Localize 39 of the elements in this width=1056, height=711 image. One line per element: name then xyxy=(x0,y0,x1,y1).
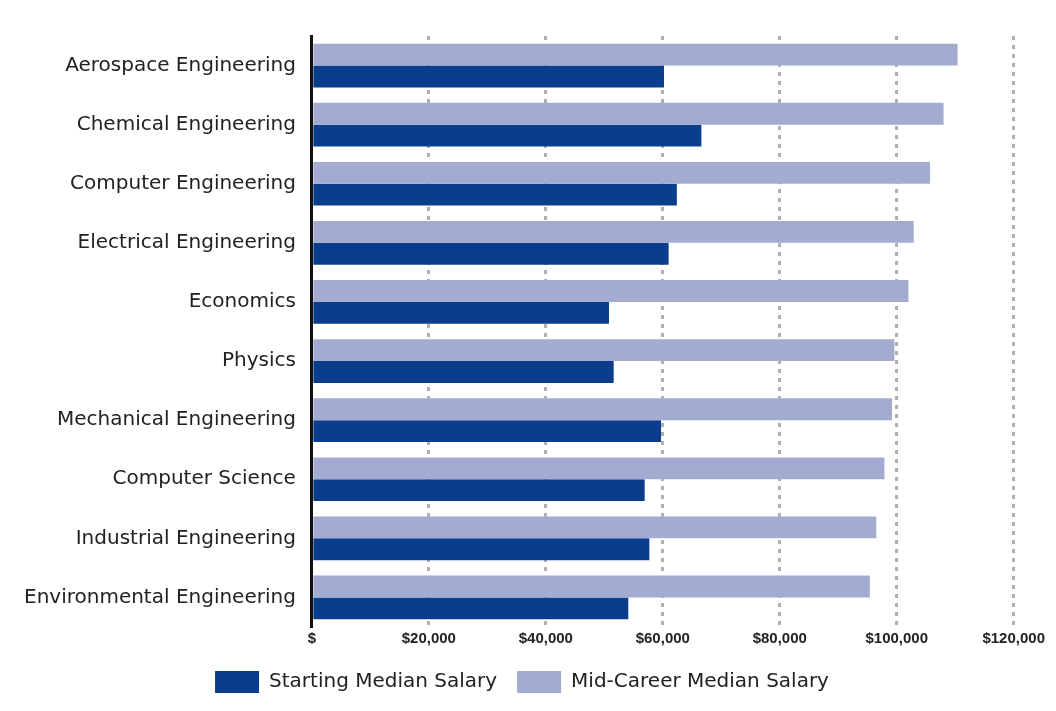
bar xyxy=(313,516,877,539)
y-tick-label: Economics xyxy=(188,288,296,313)
bar xyxy=(313,398,893,421)
bar xyxy=(313,457,885,480)
bar xyxy=(313,183,677,206)
bar xyxy=(313,242,669,265)
bar xyxy=(313,220,914,243)
bar xyxy=(313,420,662,443)
x-tick-label: $40,000 xyxy=(518,629,573,647)
bar xyxy=(313,102,944,125)
x-tick-label: $100,000 xyxy=(865,629,929,647)
bar xyxy=(313,597,629,620)
y-tick-label: Computer Science xyxy=(112,465,296,490)
bar xyxy=(313,339,895,362)
bar xyxy=(313,575,870,598)
y-tick-label: Environmental Engineering xyxy=(24,583,296,608)
bar xyxy=(313,361,614,383)
bar xyxy=(313,124,702,147)
bar xyxy=(313,301,609,324)
x-tick-label: $60,000 xyxy=(635,629,690,647)
x-tick-label: $20,000 xyxy=(401,629,456,647)
y-tick-label: Physics xyxy=(221,347,296,372)
y-tick-label: Industrial Engineering xyxy=(75,524,296,549)
bar xyxy=(313,280,909,302)
y-tick-label: Chemical Engineering xyxy=(76,110,296,135)
bar xyxy=(313,479,645,502)
bar xyxy=(313,43,958,66)
bar xyxy=(313,161,931,184)
x-tick-label: $ xyxy=(307,629,317,647)
x-tick-label: $80,000 xyxy=(752,629,807,647)
x-tick-label: $120,000 xyxy=(982,629,1046,647)
y-tick-label: Electrical Engineering xyxy=(77,229,296,254)
legend-label: Mid-Career Median Salary xyxy=(571,668,830,693)
bar xyxy=(313,538,650,561)
y-tick-label: Mechanical Engineering xyxy=(56,406,296,431)
y-tick-label: Aerospace Engineering xyxy=(65,51,296,76)
y-tick-label: Computer Engineering xyxy=(70,169,296,194)
bar xyxy=(313,65,664,88)
legend-label: Starting Median Salary xyxy=(269,668,498,693)
